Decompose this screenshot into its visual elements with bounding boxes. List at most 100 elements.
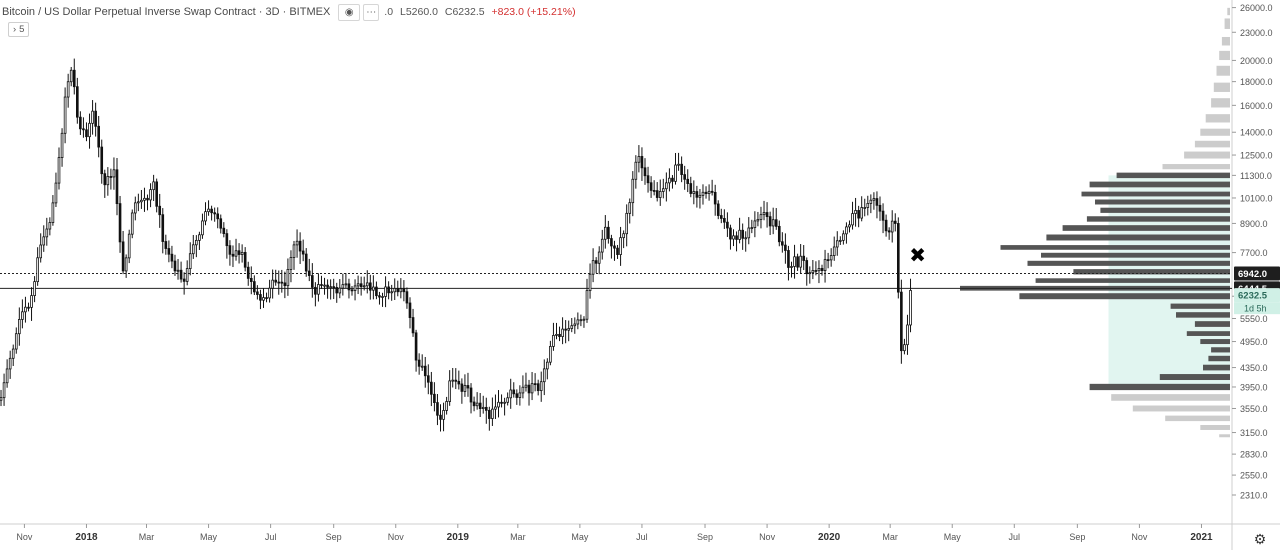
candle-body [521, 386, 525, 394]
volume-profile-bar [1089, 181, 1230, 188]
candle-body [356, 283, 360, 287]
price-tick-label: 2310.0 [1240, 490, 1268, 500]
candle-body [726, 221, 729, 229]
volume-profile-bar [1205, 114, 1230, 123]
candle-body [66, 81, 70, 98]
candle-body [350, 289, 354, 292]
time-tick-label: Sep [326, 532, 342, 542]
candle-body [274, 279, 278, 283]
candle-body [622, 233, 625, 239]
candle-body [845, 226, 848, 235]
candle-body [304, 253, 308, 272]
candle-body [680, 163, 683, 175]
candle-body [716, 203, 720, 216]
volume-profile-bar [1095, 199, 1230, 205]
price-tick-label: 4350.0 [1240, 363, 1268, 373]
candle-body [121, 241, 125, 272]
candle-body [143, 197, 146, 201]
candle-body [335, 287, 339, 294]
volume-profile-bar [1184, 151, 1230, 159]
candle-body [326, 284, 329, 288]
candle-body [442, 410, 445, 420]
candle-body [811, 270, 815, 274]
eye-icon[interactable]: ◉ [338, 3, 361, 21]
price-tick-label: 3950.0 [1240, 382, 1268, 392]
time-tick-label: 2021 [1190, 532, 1213, 543]
more-icon[interactable]: ⋯ [363, 3, 380, 21]
candle-body [124, 257, 128, 272]
candle-body [701, 191, 705, 196]
candle-body [213, 212, 216, 215]
low-value: L5260.0 [399, 6, 438, 18]
candle-body [900, 291, 903, 352]
candle-body [8, 357, 12, 370]
price-tick-label: 16000.0 [1240, 101, 1273, 111]
candle-body [384, 286, 387, 297]
candle-body [463, 385, 467, 392]
candle-body [216, 213, 220, 220]
candle-body [271, 279, 274, 289]
candle-body [735, 235, 738, 240]
candle-body [433, 393, 436, 403]
candle-body [24, 306, 27, 313]
chart-legend: Bitcoin / US Dollar Perpetual Inverse Sw… [2, 3, 580, 21]
candle-body [283, 282, 287, 287]
price-tick-label: 5550.0 [1240, 314, 1268, 324]
candle-body [0, 397, 3, 401]
candle-body [478, 402, 482, 409]
candle-body [710, 190, 714, 193]
candle-body [234, 250, 238, 257]
indicator-expander[interactable]: › 5 [8, 22, 30, 37]
volume-profile-bar [1132, 405, 1230, 412]
candle-body [295, 240, 299, 246]
candle-body [481, 406, 485, 409]
candle-body [646, 175, 650, 184]
candle-body [118, 203, 122, 243]
candle-body [719, 215, 723, 219]
candle-body [643, 167, 647, 177]
candle-body [179, 269, 183, 280]
candle-body [640, 156, 644, 169]
candle-body [76, 86, 79, 118]
candle-body [817, 268, 821, 272]
candle-body [314, 286, 317, 295]
volume-profile-bar [1062, 225, 1230, 231]
candle-body [542, 368, 546, 383]
candle-body [42, 236, 46, 246]
volume-profile-bar [1046, 234, 1230, 241]
volume-profile-bar [1035, 278, 1230, 283]
candle-body [777, 225, 781, 243]
candle-body [265, 297, 268, 299]
candle-body [14, 333, 18, 350]
candle-body [854, 210, 857, 214]
candle-body [362, 285, 366, 288]
level-price-label-bg [1234, 266, 1280, 281]
candle-body [546, 361, 549, 370]
candle-body [539, 381, 543, 391]
candle-body [890, 220, 894, 233]
gear-icon[interactable]: ⚙ [1253, 530, 1267, 547]
candle-body [549, 346, 552, 363]
candle-body [390, 291, 393, 294]
candle-body [564, 328, 567, 331]
volume-profile-bar [1089, 383, 1230, 391]
candle-body [909, 290, 912, 326]
candle-body [191, 244, 195, 255]
candle-body [222, 227, 226, 235]
time-tick-label: 2020 [818, 532, 841, 543]
open-value: .0 [384, 6, 394, 18]
candle-body [311, 275, 314, 288]
candle-body [872, 198, 876, 201]
candle-body [781, 241, 784, 246]
candle-body [176, 269, 180, 272]
time-tick-label: Mar [882, 532, 898, 542]
volume-profile-bar [1200, 128, 1230, 136]
candle-body [106, 176, 110, 186]
candle-body [149, 189, 152, 201]
candle-body [112, 169, 116, 178]
candle-body [133, 202, 137, 214]
candle-body [320, 284, 323, 286]
candle-body [39, 244, 43, 259]
candle-body [201, 220, 204, 236]
